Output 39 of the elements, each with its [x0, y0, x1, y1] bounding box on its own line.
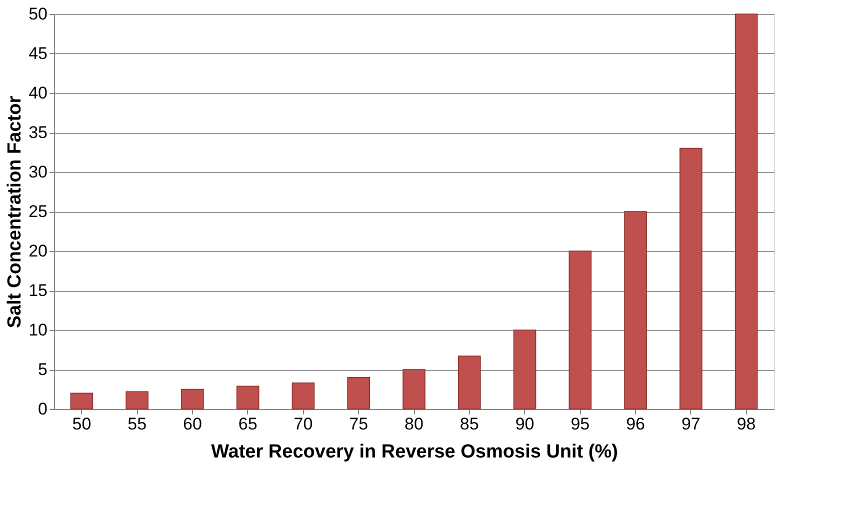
x-tick-label: 98 — [736, 414, 756, 434]
x-tick-label: 75 — [349, 414, 368, 434]
y-axis-title: Salt Concentration Factor — [4, 95, 26, 328]
x-tick-label: 60 — [183, 414, 202, 434]
bar — [181, 388, 204, 410]
y-tick-label: 20 — [28, 242, 48, 260]
y-tick-label: 15 — [28, 281, 48, 300]
x-tick-label: 96 — [626, 414, 645, 434]
y-tick-label: 50 — [28, 4, 48, 24]
bar — [734, 14, 758, 410]
bar — [568, 250, 592, 410]
y-tick-label: 35 — [28, 123, 48, 142]
y-tick-label: 45 — [28, 44, 48, 63]
x-tick-label: 80 — [404, 414, 424, 434]
bar — [624, 211, 647, 410]
x-tick-label: 65 — [238, 414, 258, 434]
x-tick-label: 55 — [128, 414, 147, 434]
bar — [680, 148, 702, 410]
x-tick-label: 90 — [515, 414, 534, 434]
bar — [236, 386, 260, 410]
y-tick-label: 40 — [28, 84, 48, 102]
x-axis-title: Water Recovery in Reverse Osmosis Unit (%) — [211, 442, 618, 462]
bar — [458, 356, 481, 410]
x-tick-label: 95 — [570, 414, 590, 434]
y-tick-label: 10 — [28, 320, 48, 340]
y-tick-label: 30 — [28, 162, 48, 182]
bar — [402, 369, 426, 410]
bar — [126, 391, 148, 410]
x-tick-label: 70 — [294, 414, 313, 434]
x-tick-label: 97 — [681, 414, 700, 434]
y-tick-label: 5 — [38, 360, 48, 379]
y-tick-label: 25 — [28, 202, 48, 221]
x-tick-label: 85 — [460, 414, 479, 434]
bar — [347, 377, 370, 410]
bar — [292, 382, 315, 410]
y-tick-label: 0 — [38, 400, 48, 418]
bar — [513, 330, 536, 410]
bar — [70, 392, 94, 410]
x-tick-label: 50 — [72, 414, 92, 434]
